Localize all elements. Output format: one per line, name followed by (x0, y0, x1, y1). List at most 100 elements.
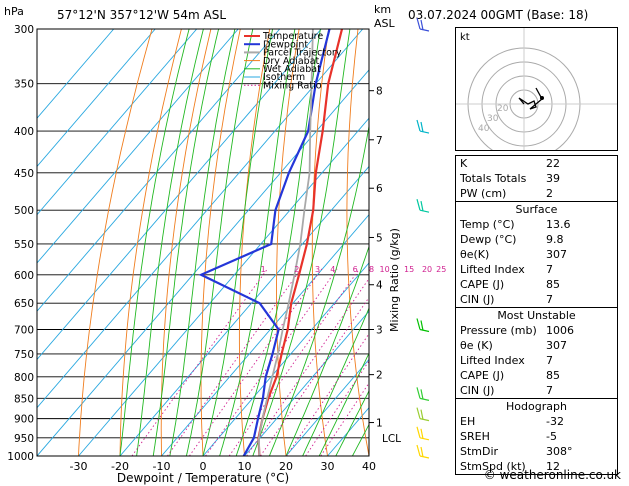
wind-barb-staff (419, 209, 430, 213)
copyright: © weatheronline.co.uk (483, 468, 621, 482)
index-row: Totals Totals 39 (456, 171, 617, 186)
surface-row: CIN (J) 7 (456, 292, 617, 307)
mu-value: 307 (546, 339, 567, 352)
wind-barb-flag (416, 318, 421, 330)
km-tick-label: 5 (376, 232, 383, 244)
wet-adiabat (202, 29, 274, 456)
hodo-label: StmSpd (kt) (460, 460, 526, 473)
location-title: 57°12'N 357°12'W 54m ASL (57, 8, 226, 22)
wind-barb-staff (419, 397, 430, 401)
wet-adiabat (252, 29, 351, 456)
surface-value: 7 (546, 263, 553, 276)
hodo-ring-label-40: 40 (478, 124, 490, 134)
surface-label: Temp (°C) (460, 218, 515, 231)
background-lines (37, 29, 369, 456)
temperature-tick-label: 10 (238, 460, 252, 473)
hodo-value: 12 (546, 460, 560, 473)
axis-labels: 3003504004505005506006507007508008509009… (7, 24, 446, 473)
isotherm (37, 29, 322, 361)
wind-barb-flag (420, 201, 424, 212)
pressure-tick-label: 950 (14, 433, 34, 445)
hodo-ring-label-20: 20 (497, 104, 509, 114)
lcl-label: LCL (382, 433, 401, 445)
isotherm (244, 310, 369, 456)
wind-barb-flag (416, 407, 421, 419)
km-tick-label: 4 (376, 280, 383, 292)
mu-row: CAPE (J) 85 (456, 368, 617, 383)
legend-entry: Mixing Ratio (263, 80, 322, 91)
surface-label: Dewp (°C) (460, 233, 517, 246)
temperature-tick-label: 40 (362, 460, 376, 473)
temperature-tick-label: 30 (321, 460, 335, 473)
surface-value: 9.8 (546, 233, 564, 246)
mixing-ratio-label: 1 (261, 265, 266, 274)
surface-label: θe(K) (460, 248, 490, 261)
legend-entry: Temperature (262, 31, 323, 42)
surface-value: 85 (546, 278, 560, 291)
pressure-tick-label: 600 (14, 270, 34, 282)
temperature-tick-label: -10 (153, 460, 171, 473)
hodo-value: 308° (546, 445, 573, 458)
mixing-ratio-label: 10 (380, 265, 390, 274)
asl-label: ASL (374, 17, 396, 30)
mu-label: CIN (J) (460, 384, 495, 397)
surface-value: 307 (546, 248, 567, 261)
pressure-tick-label: 900 (14, 414, 34, 426)
wind-barb-flag (420, 409, 424, 420)
surface-label: CIN (J) (460, 293, 495, 306)
mu-row: θe (K) 307 (456, 338, 617, 353)
wet-adiabat (136, 29, 204, 456)
mixing-ratio-label: 25 (436, 265, 446, 274)
index-value: 22 (546, 157, 560, 170)
pressure-tick-label: 800 (14, 372, 34, 384)
most-unstable-section: Most Unstable Pressure (mb) 1006 θe (K) 30… (456, 307, 617, 398)
wind-barb-flag (420, 389, 424, 400)
pressure-tick-label: 500 (14, 205, 34, 217)
isotherm (37, 29, 239, 264)
hodo-row: StmSpd (kt) 12 (456, 459, 617, 474)
hodo-label: EH (460, 415, 476, 428)
series-line (257, 29, 314, 456)
pressure-tick-label: 750 (14, 349, 34, 361)
hodograph-plot: kt 40 30 20 (456, 28, 617, 161)
pressure-tick-label: 400 (14, 126, 34, 138)
wind-barb-staff (419, 418, 430, 422)
mixing-ratio-label: 2 (294, 265, 299, 274)
surface-value: 7 (546, 293, 553, 306)
wind-barb-flag (416, 426, 421, 438)
wet-adiabat (169, 29, 236, 456)
wind-barb-flag (416, 17, 421, 30)
mixing-ratio-line (131, 268, 268, 456)
legend-entry: Dewpoint (263, 39, 308, 50)
mu-label: θe (K) (460, 339, 493, 352)
wet-adiabat (185, 29, 254, 456)
legend-entry: Isotherm (263, 72, 305, 83)
wet-adiabat (152, 29, 220, 456)
mu-value: 85 (546, 369, 560, 382)
hodo-label: SREH (460, 430, 490, 443)
dry-adiabat (119, 29, 182, 456)
wet-adiabat (119, 29, 190, 456)
mu-value: 7 (546, 354, 553, 367)
wet-adiabat (302, 306, 369, 456)
wind-barb-staff (419, 437, 430, 441)
mixing-ratio-line (205, 268, 338, 456)
wind-barb-flag (420, 320, 424, 331)
index-row: K 22 (456, 156, 617, 171)
index-label: K (460, 157, 468, 170)
surface-label: CAPE (J) (460, 278, 505, 291)
wind-barb-staff (419, 455, 430, 459)
isotherm (285, 358, 369, 456)
hodo-row: EH -32 (456, 414, 617, 429)
pressure-tick-label: 450 (14, 168, 34, 180)
pressure-tick-label: 700 (14, 325, 34, 337)
mixing-ratio-label: 15 (404, 265, 414, 274)
isotherm (37, 69, 369, 456)
mixing-ratio-axis-title: Mixing Ratio (g/kg) (388, 228, 401, 332)
surface-row: θe(K) 307 (456, 247, 617, 262)
km-tick-label: 3 (376, 325, 383, 337)
series-line (198, 29, 331, 456)
index-label: PW (cm) (460, 187, 507, 200)
mu-value: 1006 (546, 324, 574, 337)
wind-barb-staff (419, 130, 430, 134)
